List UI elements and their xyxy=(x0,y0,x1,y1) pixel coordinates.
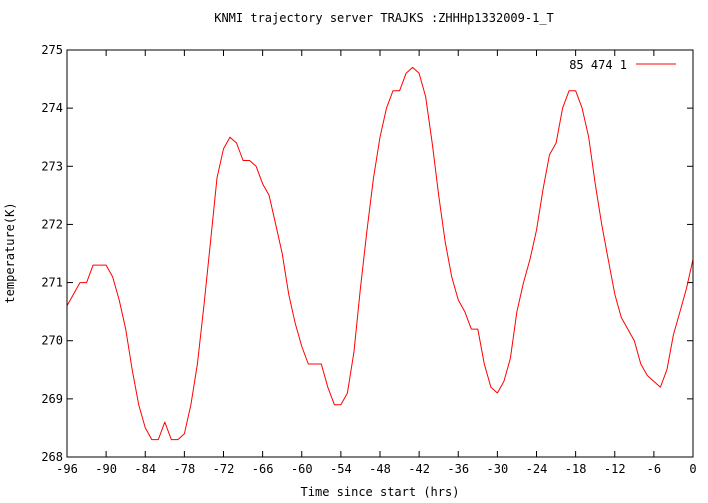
plot-frame xyxy=(66,49,694,458)
y-tick-label: 269 xyxy=(41,392,63,406)
y-axis: 268 269 270 271 272 273 274 275 xyxy=(41,43,693,464)
x-tick-label: -78 xyxy=(174,462,196,476)
y-tick-label: 268 xyxy=(41,450,63,464)
plot-series xyxy=(66,66,694,441)
y-axis-label: temperature(K) xyxy=(3,202,17,303)
x-tick-label: -36 xyxy=(447,462,469,476)
x-axis: -96 -90 -84 -78 -72 -66 -60 -54 -48 -42 -36 -30 -24-… xyxy=(56,50,697,476)
chart-title: KNMI trajectory server TRAJKS :ZHHHp1332… xyxy=(214,11,554,25)
x-tick-label: -96 xyxy=(56,462,78,476)
x-tick-label: -60 xyxy=(291,462,313,476)
legend-label: 85 474 1 xyxy=(569,58,627,72)
x-tick-label: 0 xyxy=(689,462,696,476)
y-tick-label: 271 xyxy=(41,276,63,290)
x-tick-label: -54 xyxy=(330,462,352,476)
x-axis-label: Time since start (hrs) xyxy=(301,485,460,499)
x-tick-label: -18 xyxy=(565,462,587,476)
x-tick-label: -30 xyxy=(487,462,509,476)
x-tick-label: -6 xyxy=(647,462,661,476)
y-tick-label: 275 xyxy=(41,43,63,57)
x-tick-label: -72 xyxy=(213,462,235,476)
y-tick-label: 274 xyxy=(41,101,63,115)
x-tick-label: -84 xyxy=(134,462,156,476)
x-tick-label: -48 xyxy=(369,462,391,476)
y-tick-label: 272 xyxy=(41,217,63,231)
x-tick-label: -42 xyxy=(408,462,430,476)
x-tick-label: -66 xyxy=(252,462,274,476)
y-tick-label: 273 xyxy=(41,159,63,173)
x-tick-label: -90 xyxy=(95,462,117,476)
legend: 85 474 1 xyxy=(569,58,676,72)
series-line xyxy=(66,66,694,441)
x-tick-label: -24 xyxy=(526,462,548,476)
x-tick-label: -12 xyxy=(604,462,626,476)
y-tick-label: 270 xyxy=(41,334,63,348)
